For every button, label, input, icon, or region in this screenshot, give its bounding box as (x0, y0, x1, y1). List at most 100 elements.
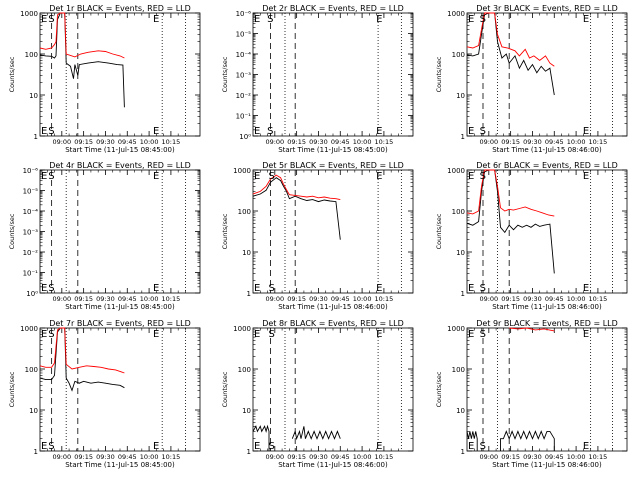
event-marker-label: E (254, 329, 260, 340)
y-tick-label: 100 (452, 208, 465, 216)
event-marker-label: E (376, 14, 382, 25)
x-tick-label: 09:45 (545, 295, 564, 303)
chart-panel-2: Det 2r BLACK = Events, RED = LLD 10⁰ 10⁻¹ 1… (221, 4, 414, 154)
chart-title: Det 4r BLACK = Events, RED = LLD (49, 161, 191, 170)
x-tick-label: 09:15 (501, 138, 520, 146)
y-tick-label: 100 (25, 366, 38, 374)
x-tick-label: 09:45 (118, 295, 137, 303)
x-axis-label: Start Time (11-Jul-15 08:46:00) (492, 146, 602, 154)
x-axis-label: Start Time (11-Jul-15 08:45:00) (65, 303, 175, 311)
event-marker-label: E (468, 126, 474, 137)
y-tick-label: 10⁻⁶ (236, 10, 252, 18)
x-tick-label: 09:30 (309, 453, 328, 461)
x-tick-label: 10:00 (353, 138, 372, 146)
series-line (39, 327, 125, 392)
chart-panel-5: Det 5r BLACK = Events, RED = LLD 1 10 100 10… (221, 161, 414, 311)
chart-panel-9: Det 9r BLACK = Events, RED = LLD 1 10 100 10… (435, 319, 628, 469)
event-marker-label: E (153, 283, 159, 294)
event-marker-label: S (267, 14, 273, 25)
event-marker-label: E (254, 126, 260, 137)
event-marker-label: S (48, 14, 54, 25)
plot-frame (252, 169, 414, 294)
event-marker-label: S (48, 441, 54, 452)
chart-title: Det 8r BLACK = Events, RED = LLD (262, 319, 404, 328)
y-tick-label: 100 (238, 366, 251, 374)
x-tick-label: 10:00 (567, 453, 586, 461)
y-tick-label: 10 (242, 249, 251, 257)
event-marker-label: E (254, 441, 260, 452)
x-tick-label: 09:45 (118, 453, 137, 461)
y-tick-label: 10⁻³ (236, 72, 252, 80)
x-axis-label: Start Time (11-Jul-15 08:46:00) (492, 461, 602, 469)
event-marker-label: E (254, 171, 260, 182)
y-tick-label: 1000 (447, 10, 465, 18)
x-tick-label: 09:00 (479, 453, 498, 461)
plot-frame (252, 327, 414, 452)
y-tick-label: 1000 (20, 10, 38, 18)
x-tick-label: 09:00 (479, 295, 498, 303)
event-marker-label: E (254, 14, 260, 25)
chart-title: Det 7r BLACK = Events, RED = LLD (49, 319, 191, 328)
x-tick-label: 10:00 (140, 295, 159, 303)
y-axis-label: Counts/sec (221, 371, 229, 407)
y-tick-label: 1000 (233, 325, 251, 333)
event-marker-label: S (480, 14, 486, 25)
y-tick-label: 10⁻¹ (23, 270, 39, 278)
plot-frame (39, 169, 201, 294)
event-marker-label: S (48, 126, 54, 137)
chart-title: Det 1r BLACK = Events, RED = LLD (49, 4, 191, 13)
x-tick-label: 09:00 (52, 453, 71, 461)
y-tick-label: 10 (456, 407, 465, 415)
y-tick-label: 1 (247, 290, 251, 298)
event-marker-label: E (583, 126, 589, 137)
event-marker-label: S (269, 329, 275, 340)
event-marker-label: E (468, 329, 474, 340)
chart-panel-6: Det 6r BLACK = Events, RED = LLD 1 10 100 10… (435, 161, 628, 311)
x-tick-label: 09:00 (265, 453, 284, 461)
event-marker-label: E (41, 14, 47, 25)
y-tick-label: 1 (34, 448, 38, 456)
y-tick-label: 10⁰ (239, 133, 251, 141)
x-tick-label: 09:30 (96, 453, 115, 461)
event-marker-label: S (480, 126, 486, 137)
x-axis-label: Start Time (11-Jul-15 08:45:00) (65, 461, 175, 469)
y-axis-label: Counts/sec (435, 371, 443, 407)
x-axis-label: Start Time (11-Jul-15 08:46:00) (278, 461, 388, 469)
event-marker-label: E (41, 329, 47, 340)
event-marker-label: S (48, 283, 54, 294)
y-tick-label: 10⁰ (26, 290, 38, 298)
x-tick-label: 09:45 (331, 295, 350, 303)
event-marker-label: E (468, 171, 474, 182)
y-tick-label: 1000 (447, 167, 465, 175)
x-tick-label: 09:30 (309, 295, 328, 303)
x-tick-label: 10:00 (353, 453, 372, 461)
x-tick-label: 09:00 (479, 138, 498, 146)
chart-panel-4: Det 4r BLACK = Events, RED = LLD 10⁰ 10⁻¹ 1… (8, 161, 201, 311)
series-line (500, 430, 555, 451)
event-marker-label: E (583, 329, 589, 340)
series-line (466, 169, 555, 217)
y-tick-label: 1 (34, 133, 38, 141)
y-tick-label: 100 (25, 51, 38, 59)
event-marker-label: E (153, 329, 159, 340)
event-marker-label: S (480, 171, 486, 182)
chart-panel-1: Det 1r BLACK = Events, RED = LLD 1 10 100 10… (8, 4, 201, 154)
event-marker-label: E (468, 441, 474, 452)
event-marker-label: E (376, 329, 382, 340)
x-tick-label: 09:15 (287, 453, 306, 461)
chart-title: Det 5r BLACK = Events, RED = LLD (262, 161, 404, 170)
y-tick-label: 100 (452, 51, 465, 59)
x-tick-label: 09:15 (74, 138, 93, 146)
event-marker-label: E (153, 441, 159, 452)
x-tick-label: 09:45 (331, 453, 350, 461)
y-tick-label: 10⁻² (236, 92, 252, 100)
x-tick-label: 09:15 (287, 295, 306, 303)
y-axis-label: Counts/sec (221, 213, 229, 249)
y-tick-label: 10⁻¹ (236, 113, 252, 121)
event-marker-label: E (583, 14, 589, 25)
y-tick-label: 100 (452, 366, 465, 374)
x-tick-label: 09:15 (501, 453, 520, 461)
y-tick-label: 1 (461, 290, 465, 298)
y-axis-label: Counts/sec (221, 56, 229, 92)
chart-panel-7: Det 7r BLACK = Events, RED = LLD 1 10 100 10… (8, 319, 201, 469)
